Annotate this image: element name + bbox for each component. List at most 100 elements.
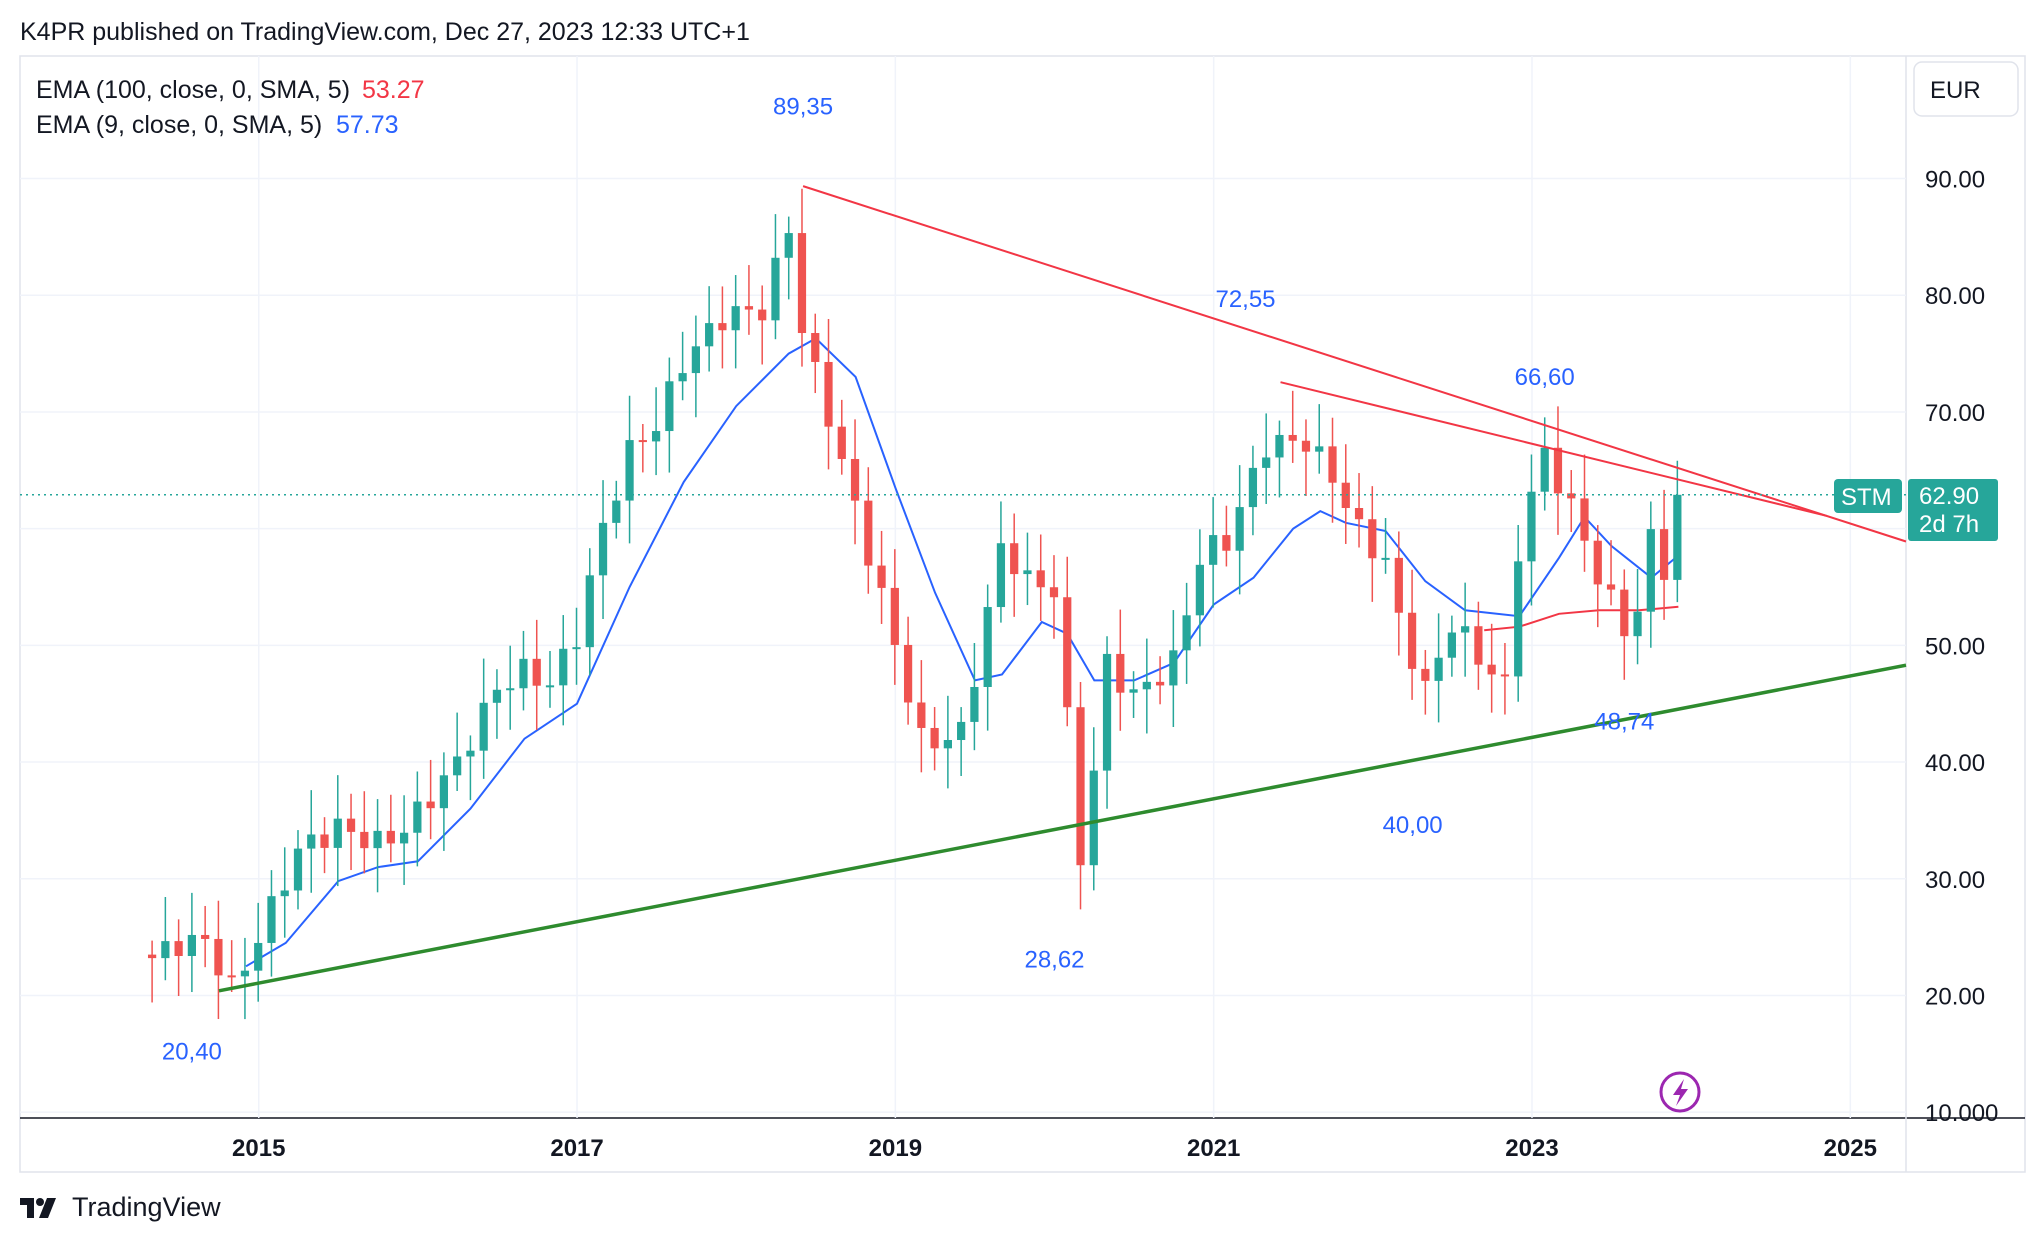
candle-body bbox=[1328, 446, 1337, 483]
price-tick-label: 40.00 bbox=[1925, 750, 1985, 777]
price-tick-label: 90.00 bbox=[1925, 167, 1985, 194]
candle-body bbox=[943, 740, 952, 749]
published-line: K4PR published on TradingView.com, Dec 2… bbox=[20, 18, 750, 46]
candle-body bbox=[147, 954, 157, 959]
currency-button[interactable]: EUR bbox=[1913, 61, 2019, 117]
candle-body bbox=[1620, 589, 1629, 637]
price-annotation: 66,60 bbox=[1515, 364, 1575, 391]
ema100-legend-value: 53.27 bbox=[362, 76, 425, 104]
candle-body bbox=[466, 750, 475, 757]
currency-button-frame[interactable] bbox=[1913, 61, 2019, 117]
candle-body bbox=[559, 648, 568, 686]
candle-body bbox=[731, 306, 740, 331]
candle-body bbox=[1315, 446, 1324, 452]
candle-body bbox=[665, 381, 674, 432]
price-tick-label: 70.00 bbox=[1925, 400, 1985, 427]
candle-body bbox=[877, 565, 886, 588]
candle-body bbox=[850, 458, 860, 501]
candle-body bbox=[598, 522, 608, 576]
candle-body bbox=[267, 896, 276, 943]
time-axis-labels: 2015 2017 2019 2021 2023 2025 bbox=[232, 1135, 1877, 1162]
time-tick-label: 2015 bbox=[232, 1135, 285, 1162]
candle-body bbox=[161, 941, 170, 959]
candle-body bbox=[254, 942, 263, 971]
price-badge bbox=[1908, 479, 1998, 541]
candle-body bbox=[1341, 482, 1350, 509]
trendline-support bbox=[218, 663, 1907, 993]
candle-body bbox=[1394, 557, 1403, 613]
candle-body bbox=[1288, 434, 1297, 441]
candle-body bbox=[1089, 770, 1098, 866]
candle-body bbox=[479, 702, 488, 751]
candle-body bbox=[824, 361, 833, 427]
ema9-legend-value: 57.73 bbox=[336, 111, 399, 139]
candle-body bbox=[214, 938, 223, 976]
trendlines bbox=[218, 185, 1907, 993]
candle-body bbox=[187, 934, 197, 956]
ema100-line bbox=[1484, 605, 1679, 632]
candle-body bbox=[1461, 626, 1470, 633]
candle-body bbox=[1209, 535, 1218, 565]
candle-body bbox=[572, 647, 581, 650]
currency-label[interactable]: EUR bbox=[1930, 77, 1981, 104]
candle-body bbox=[970, 686, 979, 722]
time-tick-label: 2023 bbox=[1505, 1135, 1558, 1162]
lightning-icon-ring[interactable] bbox=[1659, 1071, 1701, 1113]
candle-body bbox=[1553, 447, 1563, 494]
chart-frame bbox=[19, 55, 2026, 1173]
lightning-icon[interactable] bbox=[1659, 1071, 1701, 1113]
price-tick-label: 20.00 bbox=[1925, 983, 1985, 1010]
price-annotations: 89,35 72,55 66,60 48,74 40,00 28,62 20,40 bbox=[162, 93, 1654, 1065]
candle-body bbox=[718, 323, 727, 331]
candle-body bbox=[1036, 570, 1045, 588]
price-annotation: 48,74 bbox=[1594, 708, 1654, 735]
candle-body bbox=[280, 890, 289, 897]
candle-body bbox=[1567, 493, 1576, 499]
candle-body bbox=[1102, 653, 1112, 771]
candle-body bbox=[1142, 681, 1151, 690]
time-tick-label: 2021 bbox=[1187, 1135, 1240, 1162]
candle-body bbox=[651, 431, 661, 442]
candle-body bbox=[453, 756, 462, 776]
candle-body bbox=[1646, 529, 1655, 612]
tradingview-brand[interactable]: TradingView bbox=[72, 1192, 221, 1222]
candle-body bbox=[1421, 668, 1430, 681]
candle-body bbox=[1407, 612, 1417, 669]
candle-body bbox=[996, 543, 1006, 608]
candle-body bbox=[691, 346, 700, 374]
candle-body bbox=[797, 233, 807, 334]
tradingview-logo-icon[interactable] bbox=[20, 1196, 62, 1220]
candle-body bbox=[373, 830, 382, 849]
candle-body bbox=[837, 426, 846, 459]
lightning-icon-bolt[interactable] bbox=[1673, 1079, 1688, 1106]
candle-body bbox=[1606, 584, 1616, 590]
candle-body bbox=[890, 587, 899, 645]
last-price-label: 62.90 bbox=[1919, 483, 1979, 510]
candle-body bbox=[1368, 519, 1377, 559]
symbol-label: STM bbox=[1841, 484, 1892, 511]
price-tick-label: 10.000 bbox=[1925, 1100, 1998, 1127]
ema9-legend-label[interactable]: EMA (9, close, 0, SMA, 5) bbox=[36, 111, 322, 139]
price-annotation: 72,55 bbox=[1215, 286, 1275, 313]
price-tick-label: 30.00 bbox=[1925, 867, 1985, 894]
candle-body bbox=[240, 970, 250, 977]
candle-body bbox=[864, 500, 873, 566]
candle-body bbox=[1169, 650, 1178, 686]
candle-body bbox=[1195, 564, 1204, 616]
candle-body bbox=[811, 333, 820, 362]
ema100-legend-label[interactable]: EMA (100, close, 0, SMA, 5) bbox=[36, 76, 350, 104]
candle-body bbox=[201, 934, 210, 939]
candle-body bbox=[1129, 689, 1138, 693]
candle-body bbox=[744, 306, 754, 310]
candle-body bbox=[957, 721, 966, 741]
candle-body bbox=[1182, 615, 1191, 651]
candle-body bbox=[506, 688, 515, 691]
trendline-resistance-main bbox=[802, 185, 1907, 543]
candle-body bbox=[678, 373, 687, 382]
last-price-badge: STM 62.90 2d 7h bbox=[1834, 479, 1998, 541]
candle-body bbox=[1116, 653, 1125, 693]
candle-body bbox=[1434, 657, 1443, 681]
price-annotation: 89,35 bbox=[773, 93, 833, 120]
candle-body bbox=[227, 975, 236, 978]
